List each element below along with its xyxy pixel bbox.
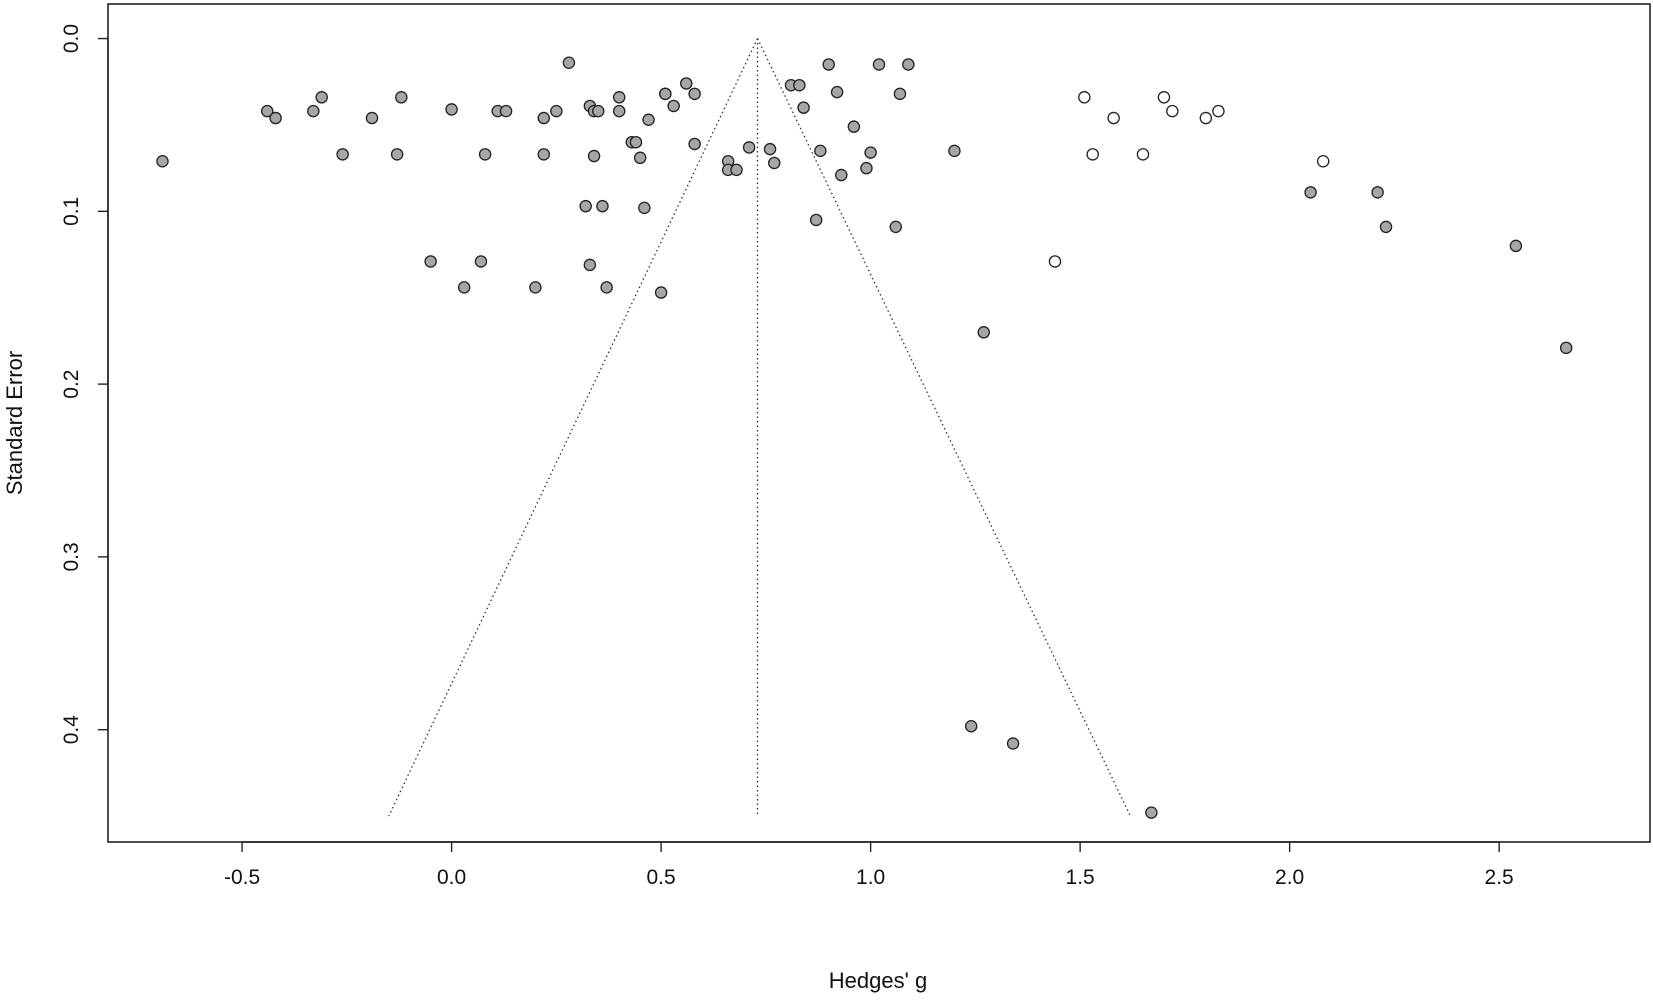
study-point	[1371, 186, 1384, 199]
study-point	[1379, 220, 1393, 234]
plot-frame	[107, 3, 1651, 843]
study-point	[1509, 239, 1523, 253]
imputed-study-point	[1212, 104, 1225, 118]
study-point	[390, 148, 404, 161]
study-point	[600, 281, 613, 294]
study-point	[612, 91, 626, 104]
imputed-study-point	[1199, 111, 1213, 125]
study-point	[797, 101, 810, 114]
study-point	[587, 149, 601, 163]
study-point	[688, 137, 701, 151]
y-tick-label: 0.0	[60, 24, 83, 53]
study-point	[260, 104, 274, 118]
data-points	[156, 56, 1573, 819]
study-point	[680, 77, 693, 90]
x-tick-label: 1.0	[856, 866, 885, 889]
x-tick-label: 2.5	[1485, 866, 1514, 889]
study-point	[822, 58, 835, 71]
study-point	[889, 220, 903, 234]
y-tick-label: 0.4	[60, 715, 83, 745]
y-tick-label: 0.1	[60, 197, 83, 226]
study-point	[365, 111, 379, 125]
study-point	[592, 104, 605, 118]
x-axis-title: Hedges' g	[829, 968, 927, 993]
x-tick-label: 0.5	[647, 866, 676, 889]
study-point	[529, 281, 542, 294]
imputed-study-point	[1048, 255, 1062, 268]
study-point	[638, 201, 651, 215]
imputed-study-point	[1316, 154, 1330, 168]
study-point	[445, 103, 458, 116]
study-point	[948, 144, 961, 158]
study-point	[269, 111, 282, 125]
x-axis: -0.5 0.0 0.5 1.0 1.5 2.0 2.5	[224, 841, 1514, 889]
study-point	[583, 258, 597, 272]
study-point	[562, 56, 576, 69]
study-point	[474, 255, 488, 268]
study-point	[977, 326, 991, 339]
study-point	[579, 199, 592, 213]
study-point	[1145, 806, 1158, 819]
imputed-study-point	[1157, 91, 1171, 104]
study-point	[793, 78, 806, 92]
imputed-study-point	[1136, 148, 1150, 161]
x-tick-label: -0.5	[224, 866, 260, 889]
study-point	[872, 58, 886, 71]
study-point	[814, 144, 827, 158]
imputed-study-point	[1166, 104, 1179, 118]
study-point	[596, 199, 609, 213]
y-axis: 0.0 0.1 0.2 0.3 0.4	[60, 24, 109, 745]
study-point	[763, 142, 777, 156]
study-point	[537, 148, 551, 161]
study-point	[612, 104, 626, 118]
funnel-lines	[388, 38, 1131, 817]
study-point	[688, 87, 701, 101]
x-tick-label: 1.5	[1066, 866, 1095, 889]
study-point	[424, 255, 437, 268]
study-point	[730, 163, 743, 177]
study-point	[659, 87, 672, 101]
funnel-left-line	[388, 38, 759, 817]
study-point	[893, 87, 907, 101]
y-tick-label: 0.2	[60, 370, 83, 399]
study-point	[864, 146, 877, 159]
study-point	[537, 111, 551, 125]
study-point	[830, 85, 844, 99]
funnel-right-line	[756, 38, 1131, 817]
imputed-study-point	[1086, 148, 1099, 161]
y-axis-title: Standard Error	[2, 351, 27, 495]
study-point	[860, 161, 873, 175]
study-point	[315, 91, 328, 104]
study-point	[809, 213, 823, 227]
imputed-study-point	[1078, 91, 1091, 104]
x-tick-label: 0.0	[437, 866, 466, 889]
imputed-study-point	[1107, 111, 1120, 125]
study-point	[964, 719, 978, 733]
study-point	[847, 120, 861, 133]
study-point	[767, 156, 781, 170]
study-point	[156, 154, 169, 168]
study-point	[629, 135, 643, 149]
y-tick-label: 0.3	[60, 542, 83, 571]
study-point	[1559, 341, 1573, 355]
study-point	[902, 58, 915, 71]
study-point	[667, 99, 680, 113]
study-point	[642, 113, 655, 127]
study-point	[654, 286, 668, 299]
study-point	[478, 148, 492, 161]
study-point	[550, 104, 563, 118]
study-point	[307, 104, 320, 118]
x-tick-label: 2.0	[1275, 866, 1304, 889]
study-point	[742, 141, 756, 154]
study-point	[395, 91, 408, 104]
study-point	[336, 148, 349, 161]
study-point	[1006, 737, 1020, 750]
study-point	[835, 168, 848, 182]
study-point	[499, 104, 513, 118]
study-point	[457, 281, 471, 294]
study-point	[633, 151, 647, 165]
study-point	[1304, 186, 1317, 199]
